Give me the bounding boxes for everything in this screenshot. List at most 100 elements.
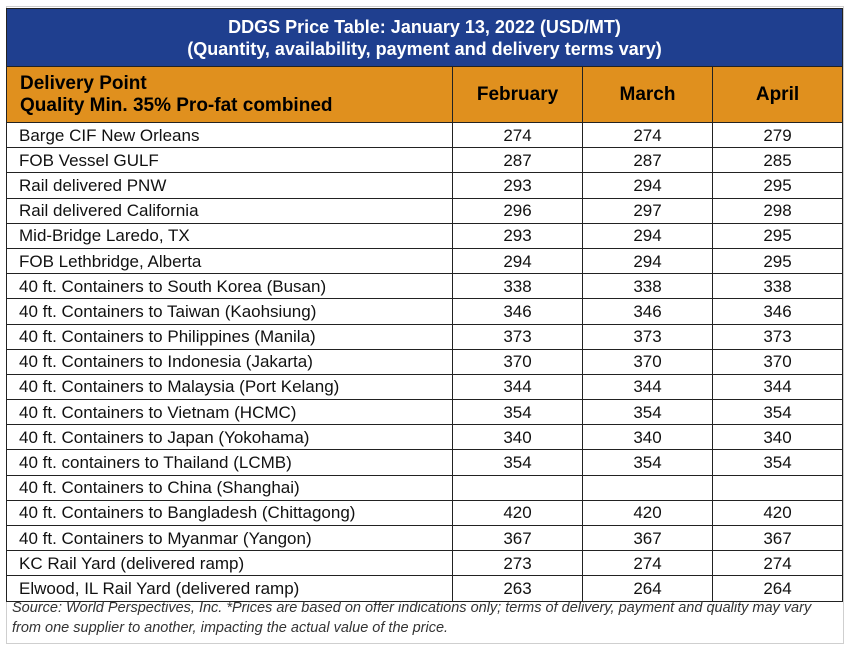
price-cell-march: 370 <box>582 348 713 375</box>
price-cell-february: 294 <box>452 247 583 275</box>
quality-label: Quality Min. 35% Pro-fat combined <box>20 94 333 116</box>
price-table: DDGS Price Table: January 13, 2022 (USD/… <box>5 8 844 602</box>
delivery-point-cell: 40 ft. Containers to China (Shanghai) <box>6 474 453 501</box>
price-cell-april <box>711 474 844 501</box>
delivery-point-cell: 40 ft. Containers to Philippines (Manila… <box>6 323 453 350</box>
price-cell-march: 287 <box>582 147 713 174</box>
price-cell-april: 295 <box>711 172 844 199</box>
price-cell-april: 298 <box>711 197 844 224</box>
table-row: 40 ft. Containers to Malaysia (Port Kela… <box>6 373 844 401</box>
price-cell-april: 346 <box>711 298 844 325</box>
price-cell-march: 373 <box>582 323 713 350</box>
table-row: 40 ft. Containers to Japan (Yokohama) 340… <box>6 424 844 451</box>
price-cell-april: 338 <box>711 273 844 300</box>
delivery-point-cell: Mid-Bridge Laredo, TX <box>6 222 453 249</box>
price-cell-february: 373 <box>452 323 583 350</box>
price-cell-april: 344 <box>711 373 844 401</box>
price-cell-april: 295 <box>711 247 844 275</box>
delivery-point-cell: 40 ft. Containers to Myanmar (Yangon) <box>6 524 453 552</box>
price-cell-february: 287 <box>452 147 583 174</box>
table-row: 40 ft. Containers to Philippines (Manila… <box>6 323 844 350</box>
price-cell-april: 279 <box>711 121 844 149</box>
price-cell-april: 340 <box>711 424 844 451</box>
price-cell-february: 367 <box>452 524 583 552</box>
price-cell-march: 264 <box>582 575 713 602</box>
price-table-body: Barge CIF New Orleans 274 274 279 FOB Vessel… <box>6 121 844 602</box>
price-cell-march: 344 <box>582 373 713 401</box>
table-row: 40 ft. containers to Thailand (LCMB) 354 3… <box>6 449 844 476</box>
price-cell-march: 338 <box>582 273 713 300</box>
delivery-point-cell: FOB Vessel GULF <box>6 147 453 174</box>
delivery-point-cell: 40 ft. Containers to Taiwan (Kaohsiung) <box>6 298 453 325</box>
table-title-block: DDGS Price Table: January 13, 2022 (USD/… <box>5 8 844 67</box>
price-cell-april: 285 <box>711 147 844 174</box>
table-subtitle: (Quantity, availability, payment and del… <box>187 38 662 59</box>
price-cell-april: 373 <box>711 323 844 350</box>
price-cell-march: 294 <box>582 247 713 275</box>
header-april: April <box>711 66 844 123</box>
delivery-point-cell: KC Rail Yard (delivered ramp) <box>6 550 453 577</box>
table-row: 40 ft. Containers to Taiwan (Kaohsiung) 3… <box>6 298 844 325</box>
table-row: 40 ft. Containers to Myanmar (Yangon) 367… <box>6 524 844 552</box>
table-title: DDGS Price Table: January 13, 2022 (USD/… <box>7 16 842 38</box>
price-cell-february: 354 <box>452 399 583 426</box>
price-cell-february: 340 <box>452 424 583 451</box>
price-cell-february: 338 <box>452 273 583 300</box>
title-units: (USD/MT) <box>539 16 621 37</box>
delivery-point-header: Delivery Point Quality Min. 35% Pro-fat … <box>6 66 453 123</box>
table-row: Elwood, IL Rail Yard (delivered ramp) 263… <box>6 575 844 602</box>
price-cell-april: 420 <box>711 499 844 527</box>
price-cell-march: 294 <box>582 222 713 249</box>
delivery-point-cell: Barge CIF New Orleans <box>6 121 453 149</box>
price-cell-march: 274 <box>582 550 713 577</box>
price-cell-february: 263 <box>452 575 583 602</box>
price-cell-april: 370 <box>711 348 844 375</box>
price-cell-march: 294 <box>582 172 713 199</box>
price-cell-april: 264 <box>711 575 844 602</box>
price-cell-april: 367 <box>711 524 844 552</box>
price-cell-march: 274 <box>582 121 713 149</box>
delivery-point-cell: 40 ft. Containers to South Korea (Busan) <box>6 273 453 300</box>
table-row: Rail delivered California 296 297 298 <box>6 197 844 224</box>
delivery-point-cell: Elwood, IL Rail Yard (delivered ramp) <box>6 575 453 602</box>
delivery-point-cell: 40 ft. Containers to Japan (Yokohama) <box>6 424 453 451</box>
header-march: March <box>582 66 713 123</box>
delivery-point-cell: Rail delivered PNW <box>6 172 453 199</box>
price-cell-february: 273 <box>452 550 583 577</box>
table-row: 40 ft. Containers to Vietnam (HCMC) 354 35… <box>6 399 844 426</box>
price-cell-february: 296 <box>452 197 583 224</box>
header-february: February <box>452 66 583 123</box>
table-row: Rail delivered PNW 293 294 295 <box>6 172 844 199</box>
price-cell-february: 370 <box>452 348 583 375</box>
delivery-point-cell: 40 ft. Containers to Indonesia (Jakarta) <box>6 348 453 375</box>
price-cell-april: 354 <box>711 399 844 426</box>
price-cell-february: 354 <box>452 449 583 476</box>
price-cell-march: 367 <box>582 524 713 552</box>
table-row: KC Rail Yard (delivered ramp) 273 274 274 <box>6 550 844 577</box>
source-note: Source: World Perspectives, Inc. *Prices… <box>12 600 812 636</box>
price-cell-february <box>452 474 583 501</box>
table-row: 40 ft. Containers to China (Shanghai) <box>6 474 844 501</box>
price-cell-march: 346 <box>582 298 713 325</box>
price-cell-march: 340 <box>582 424 713 451</box>
price-cell-february: 420 <box>452 499 583 527</box>
table-row: 40 ft. Containers to South Korea (Busan)… <box>6 273 844 300</box>
price-cell-february: 346 <box>452 298 583 325</box>
price-cell-march: 297 <box>582 197 713 224</box>
delivery-point-label: Delivery Point <box>20 72 147 94</box>
table-row: Barge CIF New Orleans 274 274 279 <box>6 121 844 149</box>
table-row: Mid-Bridge Laredo, TX 293 294 295 <box>6 222 844 249</box>
price-cell-april: 274 <box>711 550 844 577</box>
delivery-point-cell: 40 ft. containers to Thailand (LCMB) <box>6 449 453 476</box>
price-cell-february: 344 <box>452 373 583 401</box>
table-row: FOB Vessel GULF 287 287 285 <box>6 147 844 174</box>
delivery-point-cell: FOB Lethbridge, Alberta <box>6 247 453 275</box>
delivery-point-cell: 40 ft. Containers to Bangladesh (Chittag… <box>6 499 453 527</box>
price-cell-april: 354 <box>711 449 844 476</box>
delivery-point-cell: 40 ft. Containers to Vietnam (HCMC) <box>6 399 453 426</box>
price-cell-march: 420 <box>582 499 713 527</box>
table-row: FOB Lethbridge, Alberta 294 294 295 <box>6 247 844 275</box>
price-cell-february: 293 <box>452 172 583 199</box>
delivery-point-cell: Rail delivered California <box>6 197 453 224</box>
price-cell-march: 354 <box>582 449 713 476</box>
